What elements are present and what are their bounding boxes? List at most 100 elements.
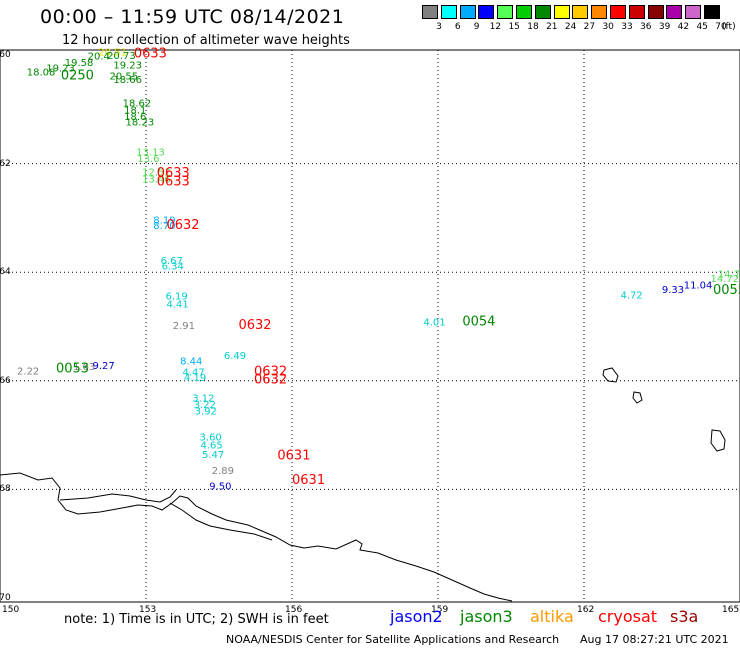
wave-height-value: 9.33 — [662, 285, 684, 296]
island-1 — [602, 367, 619, 383]
wave-height-value: 9.50 — [209, 481, 231, 492]
note-text: note: 1) Time is in UTC; 2) SWH is in fe… — [64, 612, 329, 627]
lon-tick-label: 150 — [2, 605, 20, 615]
footer-credit: NOAA/NESDIS Center for Satellite Applica… — [226, 633, 560, 646]
legend-label: 12 — [489, 22, 502, 32]
legend-label: 27 — [583, 22, 596, 32]
wave-height-value: 19.23 — [113, 61, 142, 72]
wave-height-value: 20.73 — [107, 51, 136, 62]
legend-swatch — [704, 5, 720, 19]
lat-tick-label: -66 — [0, 375, 11, 386]
satellite-name: s3a — [670, 607, 699, 626]
wave-height-value: 9.27 — [92, 361, 114, 372]
legend-swatch — [572, 5, 589, 19]
wave-height-value: 6.19 — [165, 291, 187, 302]
legend-label: 9 — [473, 22, 480, 32]
wave-height-value: 8.44 — [180, 357, 202, 368]
legend-swatch — [478, 5, 495, 19]
coastline — [0, 367, 726, 602]
wave-height-value: 12.52 — [142, 168, 171, 179]
legend-swatch — [553, 5, 570, 19]
wave-height-value: 3.12 — [192, 393, 214, 404]
legend-unit: (ft) — [722, 22, 736, 32]
legend-swatch — [534, 5, 551, 19]
legend-label: 15 — [508, 22, 520, 32]
ice-shelf-outline — [59, 489, 273, 541]
pass-time-label: 0632 — [238, 318, 271, 333]
map-title: 00:00 – 11:59 UTC 08/14/2021 — [40, 6, 345, 28]
wave-height-value: 1.63 — [73, 362, 95, 373]
antarctic-coastline — [0, 472, 513, 602]
legend-label: 45 — [696, 22, 708, 32]
wave-height-value: 3.92 — [195, 406, 217, 417]
wave-height-value: 18.62 — [123, 99, 152, 110]
wave-height-value: 19.58 — [65, 58, 94, 69]
wave-height-value: 8.70 — [153, 221, 175, 232]
wave-height-value: 2.89 — [212, 466, 234, 477]
wave-height-value: 13.6 — [137, 154, 159, 165]
legend-label: 42 — [677, 22, 690, 32]
satellite-name: jason2 — [390, 607, 443, 626]
lat-tick-label: -64 — [0, 267, 11, 278]
lat-tick-label: -70 — [0, 593, 11, 603]
legend-label: 6 — [454, 22, 461, 32]
legend-swatch — [516, 5, 532, 19]
legend-swatch — [647, 5, 664, 19]
legend-label: 39 — [658, 22, 671, 32]
pass-time-label: 0633 — [157, 166, 190, 181]
satellite-name: jason3 — [460, 607, 513, 626]
wave-height-value: 4.72 — [621, 290, 643, 301]
island-2 — [632, 391, 643, 404]
wave-height-value: 4.19 — [184, 373, 206, 384]
lat-tick-label: -62 — [0, 158, 11, 169]
wave-height-value: 3.60 — [200, 433, 222, 444]
pass-time-label: 0055 — [713, 283, 740, 298]
wave-height-value: 2.22 — [17, 366, 39, 377]
wave-height-value: 2.91 — [173, 321, 195, 332]
pass-time-label: 0632 — [254, 373, 287, 388]
lon-tick-label: 165 — [722, 605, 740, 615]
lat-lon-grid — [0, 50, 740, 602]
wave-height-value: 4.41 — [166, 299, 188, 310]
legend-label: 33 — [621, 22, 633, 32]
legend-swatch — [422, 5, 438, 19]
wave-height-value: 4.47 — [183, 367, 205, 378]
lat-tick-label: -68 — [0, 484, 11, 495]
wave-height-value: 18.08 — [27, 68, 56, 79]
wave-height-value: 18.23 — [126, 118, 155, 129]
wave-height-value: 6.34 — [162, 261, 184, 272]
satellite-name: cryosat — [598, 607, 658, 626]
wave-height-value: 8.19 — [153, 215, 175, 226]
legend-label: 21 — [546, 22, 558, 32]
pass-time-label: 0631 — [277, 449, 310, 464]
legend-label: 30 — [602, 22, 614, 32]
legend-swatch — [459, 5, 476, 19]
pass-time-label: 0633 — [134, 47, 167, 62]
legend-swatch — [591, 5, 608, 19]
wave-height-value: 18.66 — [113, 75, 142, 86]
wave-height-value: 18.1 — [124, 106, 146, 117]
wave-height-value: 14.72 — [711, 274, 740, 285]
wave-height-value: 20.55 — [110, 71, 139, 82]
legend-swatch — [628, 5, 645, 19]
lon-tick-label: 153 — [139, 605, 157, 615]
pass-time-label: 0632 — [254, 364, 287, 379]
legend-swatch — [497, 5, 514, 19]
wave-height-value: 20.51 — [98, 48, 127, 59]
legend-label: 18 — [527, 22, 539, 32]
lon-tick-label: 156 — [285, 605, 303, 615]
lat-tick-label: -60 — [0, 50, 11, 60]
legend-label: 70 — [715, 22, 727, 32]
wave-height-value: 11.04 — [684, 280, 713, 291]
wave-height-value: 13.46 — [142, 175, 171, 186]
legend-swatch — [666, 5, 683, 19]
wave-height-value: 19.23 — [46, 63, 75, 74]
legend-label: 24 — [564, 22, 577, 32]
footer-timestamp: Aug 17 08:27:21 UTC 2021 — [580, 633, 729, 646]
legend-label: 36 — [640, 22, 652, 32]
pass-time-label: 0631 — [292, 473, 325, 488]
wave-height-value: 4.01 — [423, 317, 445, 328]
wave-height-value: 6.67 — [161, 256, 183, 267]
